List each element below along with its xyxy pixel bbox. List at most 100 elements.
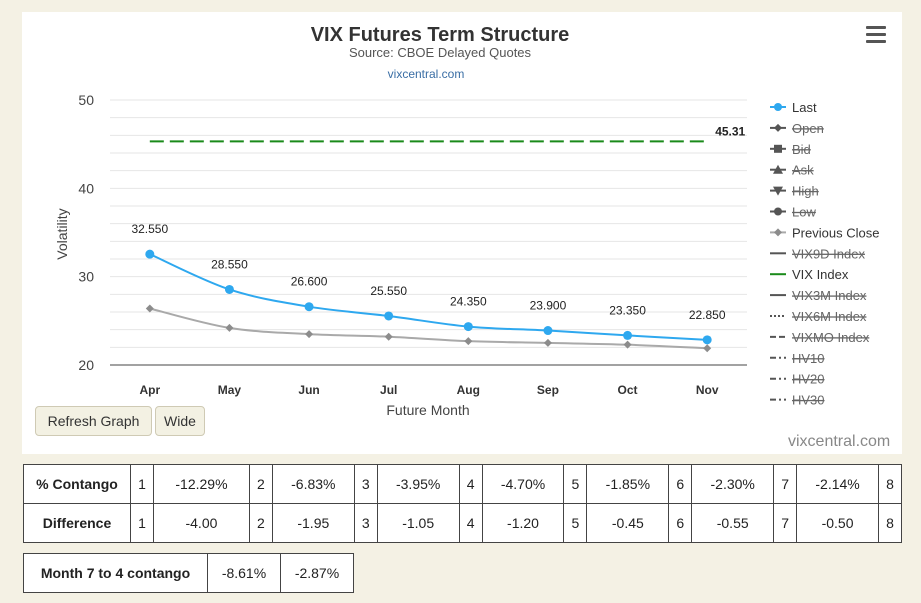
value-cell: -12.29%: [153, 464, 250, 504]
last-data-label: 24.350: [450, 295, 487, 309]
month-index-cell: 6: [668, 464, 693, 504]
month-index-cell: 7: [773, 464, 798, 504]
month-contango-value: -2.87%: [280, 553, 354, 593]
last-data-label: 25.550: [370, 284, 407, 298]
month-index-cell: 3: [353, 503, 378, 543]
legend-symbol: [774, 103, 782, 111]
value-cell: -1.85%: [586, 464, 670, 504]
legend-item-label[interactable]: Ask: [792, 163, 814, 178]
refresh-graph-button[interactable]: Refresh Graph: [35, 406, 152, 436]
legend-item-label[interactable]: HV10: [792, 351, 825, 366]
month-index-cell: 5: [563, 503, 588, 543]
last-point: [304, 302, 314, 312]
value-cell: -0.55: [691, 503, 775, 543]
month-contango-label: Month 7 to 4 contango: [23, 553, 208, 593]
value-cell: -0.50: [796, 503, 879, 543]
previous-close-point: [464, 337, 473, 346]
last-data-label: 23.350: [609, 303, 646, 317]
row-header: Difference: [23, 503, 131, 543]
month-contango-table: Month 7 to 4 contango -8.61% -2.87%: [23, 553, 354, 593]
x-tick-label: Apr: [139, 383, 160, 397]
row-header: % Contango: [23, 464, 131, 504]
legend-symbol: [774, 228, 782, 237]
chart-subtitle: Source: CBOE Delayed Quotes: [349, 45, 532, 60]
month-index-cell: 2: [248, 503, 273, 543]
last-point: [702, 335, 712, 345]
chart-panel: VIX Futures Term Structure Source: CBOE D…: [22, 12, 902, 454]
last-data-label: 26.600: [291, 275, 328, 289]
vix-index-data-label: 45.31: [715, 124, 745, 138]
contango-table: % Contango 1 -12.29% 2 -6.83% 3 -3.95% 4 -4.70% 5…: [23, 464, 902, 543]
month-index-cell: 1: [130, 503, 154, 543]
legend-item-label[interactable]: Open: [792, 121, 824, 136]
previous-close-point: [145, 304, 154, 313]
legend-item-label[interactable]: VIX6M Index: [792, 309, 867, 324]
last-point: [463, 322, 473, 332]
month-contango-value: -8.61%: [207, 553, 281, 593]
table-row: % Contango 1 -12.29% 2 -6.83% 3 -3.95% 4 -4.70% 5…: [23, 464, 902, 504]
month-index-cell: 4: [458, 503, 483, 543]
x-tick-label: Jul: [380, 383, 397, 397]
legend-item-label[interactable]: Last: [792, 100, 817, 115]
y-tick-label: 50: [78, 92, 94, 108]
value-cell: -3.95%: [376, 464, 460, 504]
month-contango-row: Month 7 to 4 contango -8.61% -2.87%: [23, 553, 354, 593]
month-index-cell: 6: [668, 503, 693, 543]
previous-close-point: [543, 338, 552, 347]
legend-item-label[interactable]: HV30: [792, 393, 825, 408]
last-point: [224, 284, 234, 294]
legend-item-label[interactable]: VIXMO Index: [792, 330, 870, 345]
value-cell: -2.30%: [691, 464, 775, 504]
legend-item-label[interactable]: Low: [792, 205, 816, 220]
previous-close-point: [384, 332, 393, 341]
y-tick-label: 30: [78, 269, 94, 285]
month-index-cell: 2: [248, 464, 273, 504]
last-data-label: 32.550: [131, 222, 168, 236]
x-axis-title: Future Month: [386, 402, 469, 418]
last-data-label: 23.900: [530, 299, 567, 313]
x-tick-label: Jun: [298, 383, 319, 397]
wide-button[interactable]: Wide: [155, 406, 205, 436]
x-tick-label: Oct: [618, 383, 638, 397]
month-index-cell: 4: [458, 464, 483, 504]
last-point: [623, 330, 633, 340]
x-tick-label: Nov: [696, 383, 719, 397]
chart-title: VIX Futures Term Structure: [311, 24, 570, 46]
y-axis-title: Volatility: [54, 208, 70, 259]
x-tick-label: Sep: [537, 383, 559, 397]
value-cell: -4.00: [153, 503, 250, 543]
month-index-cell: 3: [353, 464, 378, 504]
previous-close-point: [623, 340, 632, 349]
last-point: [543, 326, 553, 336]
legend-symbol: [774, 144, 782, 153]
hamburger-menu-icon[interactable]: [866, 26, 886, 44]
legend-symbol: [774, 123, 782, 132]
month-index-cell: 5: [563, 464, 588, 504]
legend-item-label[interactable]: HV20: [792, 372, 825, 387]
value-cell: -1.20: [481, 503, 565, 543]
month-index-cell: 7: [773, 503, 798, 543]
value-cell: -1.95: [271, 503, 355, 543]
legend-item-label[interactable]: VIX9D Index: [792, 246, 865, 261]
legend-item-label[interactable]: Previous Close: [792, 225, 879, 240]
legend-item-label[interactable]: Bid: [792, 142, 811, 157]
legend-item-label[interactable]: VIX3M Index: [792, 288, 867, 303]
chart-credit-bottom[interactable]: vixcentral.com: [788, 433, 891, 450]
legend-item-label[interactable]: High: [792, 184, 819, 199]
x-tick-label: May: [218, 383, 242, 397]
legend-symbol: [773, 164, 783, 174]
last-point: [384, 311, 394, 321]
last-point: [145, 249, 155, 259]
value-cell: -6.83%: [271, 464, 355, 504]
value-cell: -0.45: [586, 503, 670, 543]
value-cell: -2.14%: [796, 464, 879, 504]
last-data-label: 28.550: [211, 257, 248, 271]
value-cell: -1.05: [376, 503, 460, 543]
table-row: Difference 1 -4.00 2 -1.95 3 -1.05 4 -1.20 5 -0.45…: [23, 503, 902, 543]
legend-symbol: [774, 207, 782, 216]
value-cell: -4.70%: [481, 464, 565, 504]
legend-item-label[interactable]: VIX Index: [792, 267, 849, 282]
y-tick-label: 20: [78, 357, 94, 373]
previous-close-point: [225, 323, 234, 332]
